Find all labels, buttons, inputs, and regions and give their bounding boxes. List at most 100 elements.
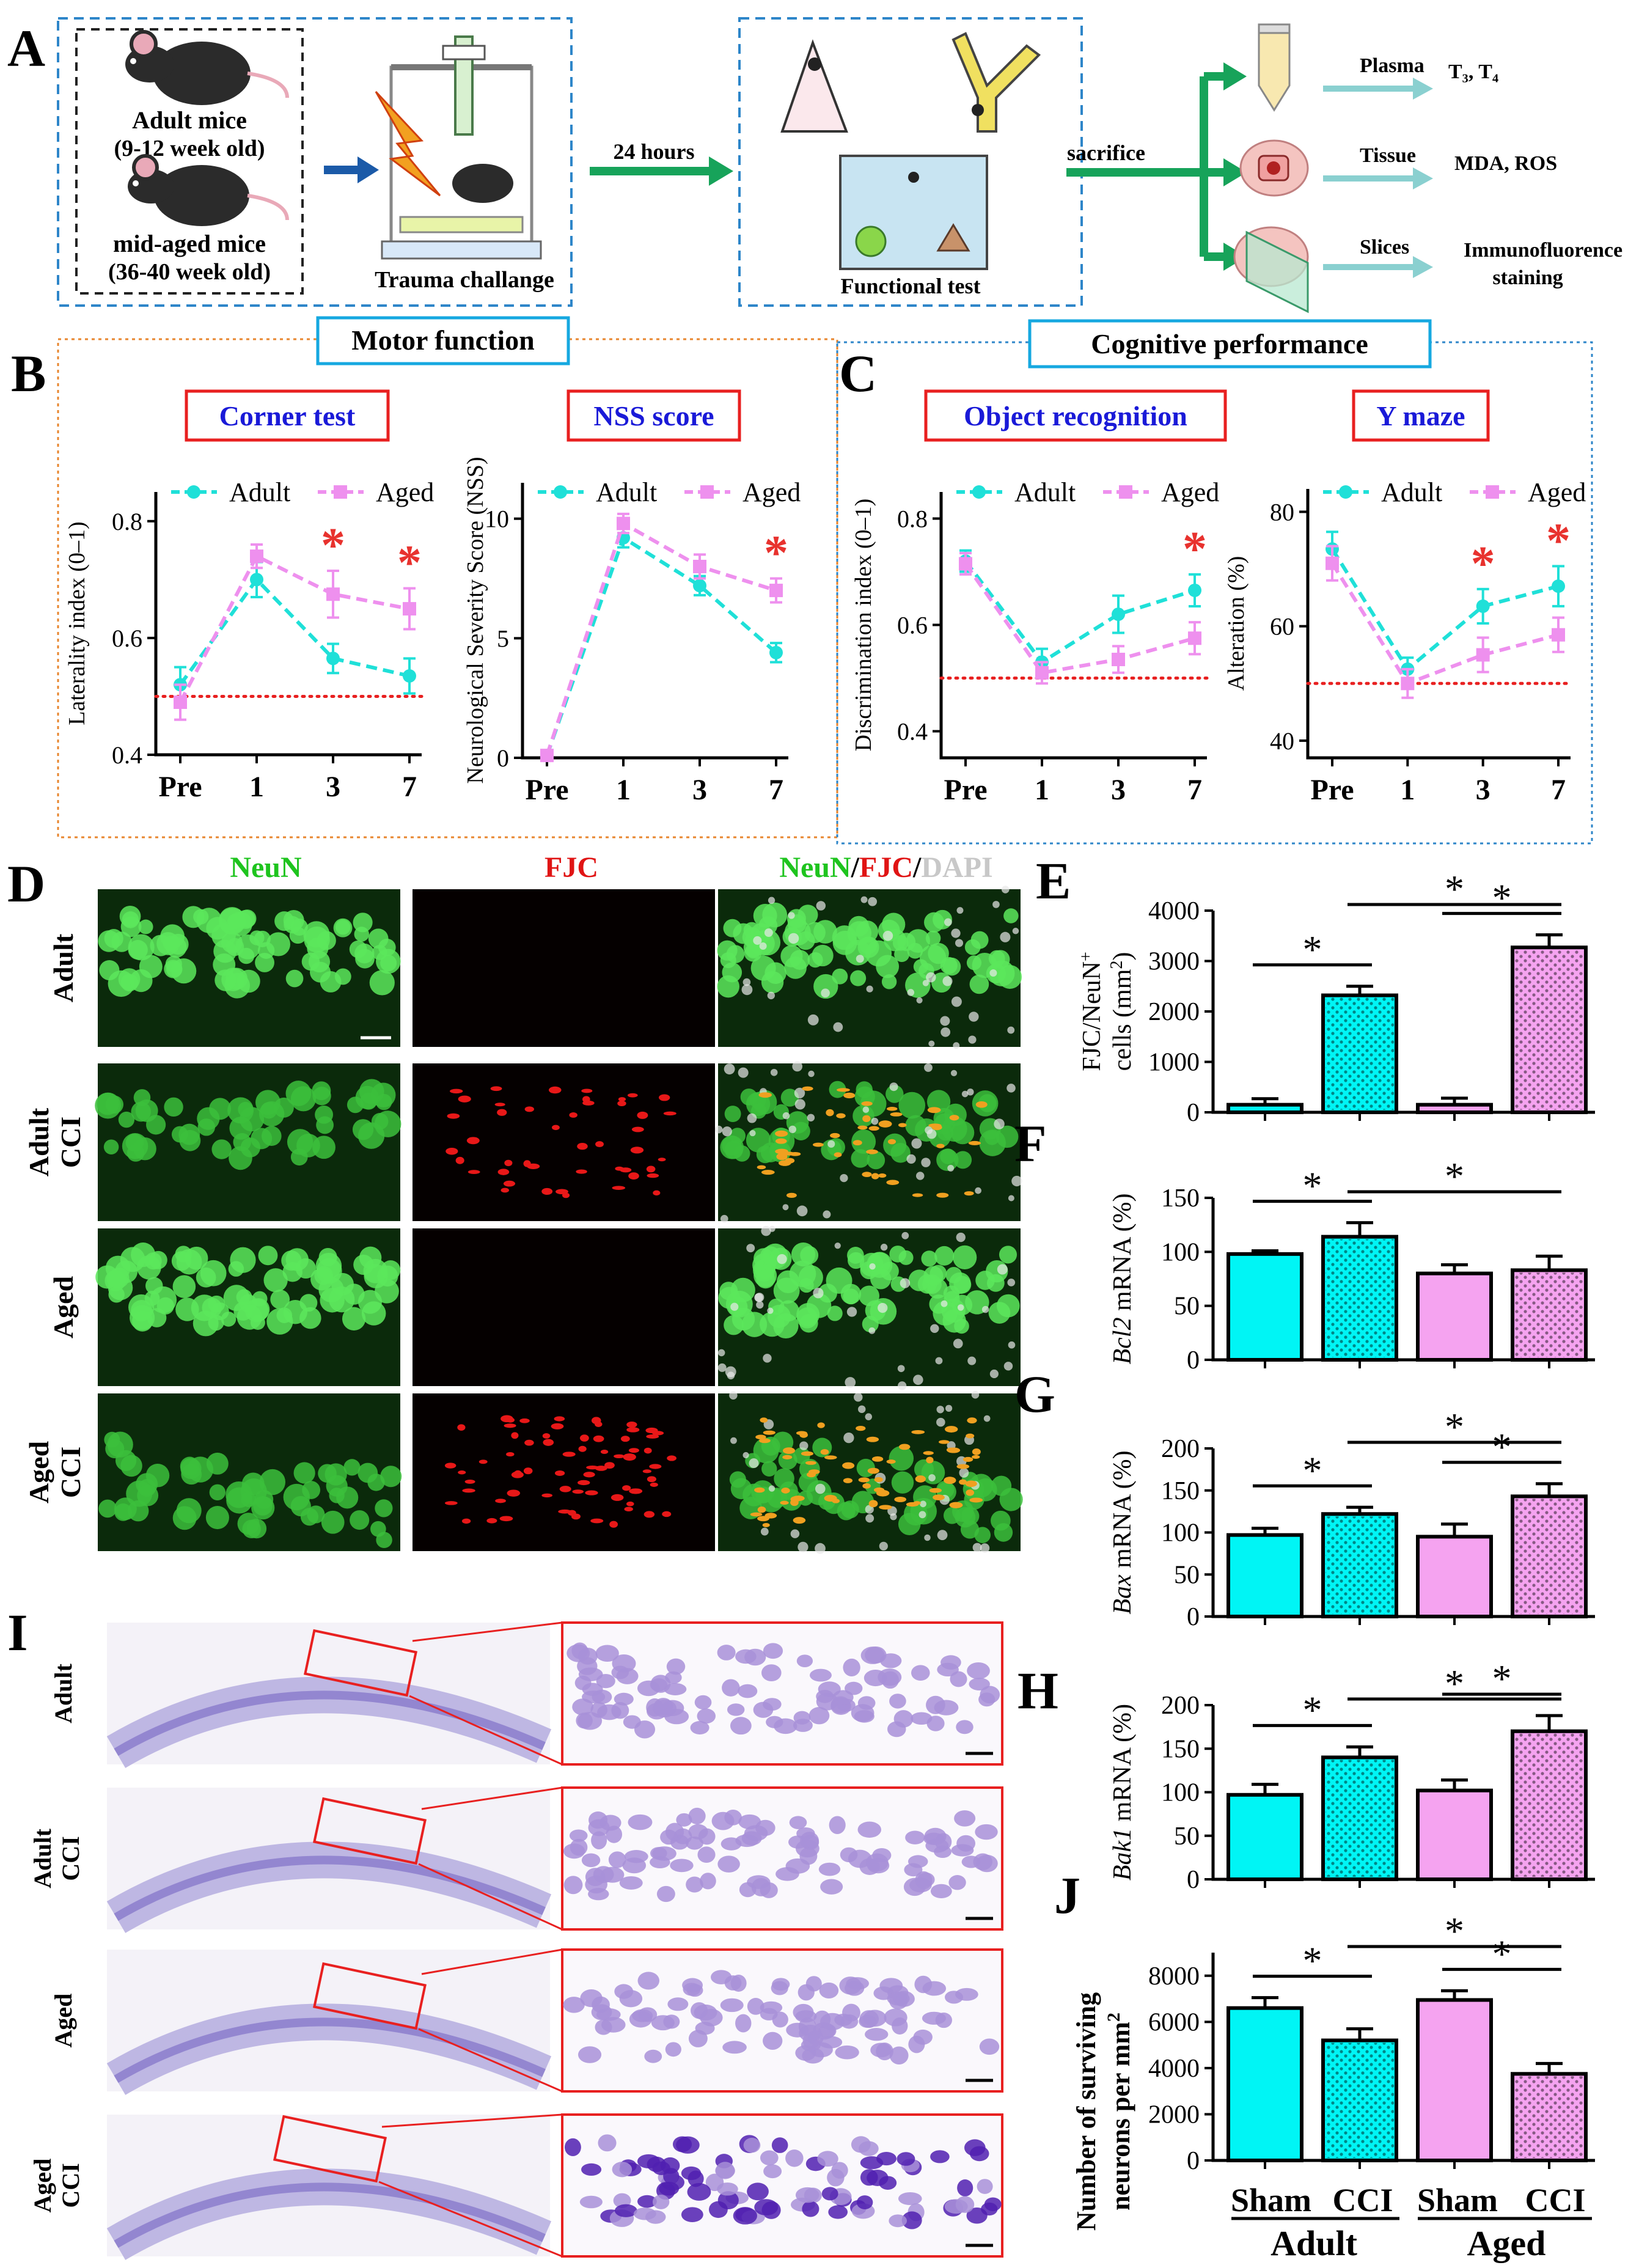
bar-0 xyxy=(1226,2006,1304,2163)
nissl-cell xyxy=(614,2204,637,2217)
nissl-cell xyxy=(969,1678,990,1691)
fjc-cell xyxy=(750,1512,763,1517)
label-line2: cells (mm xyxy=(1109,969,1137,1071)
fjc-cell xyxy=(490,1086,502,1092)
fjc-cell xyxy=(503,1180,516,1187)
micrograph-d-r3-c3 xyxy=(717,1225,1021,1390)
neuron xyxy=(263,1268,288,1293)
dapi-nucleus xyxy=(953,1338,963,1349)
neuron xyxy=(290,919,308,936)
neuron xyxy=(228,1261,244,1277)
y-tick-label: 10 xyxy=(485,505,509,533)
dapi-nucleus xyxy=(738,1067,749,1078)
neuron xyxy=(826,1267,853,1294)
neuron xyxy=(369,970,395,996)
data-point-adult xyxy=(693,579,706,593)
row-label-line2: CCI xyxy=(57,1836,84,1881)
fjc-cell xyxy=(543,1439,554,1446)
nissl-cell xyxy=(950,1671,967,1687)
bar-pattern xyxy=(1326,1239,1394,1357)
fjc-cell xyxy=(956,1464,970,1469)
neuron xyxy=(127,1144,145,1162)
fjc-cell xyxy=(630,1147,644,1154)
midaged-mice-age: (36-40 week old) xyxy=(108,259,271,285)
panel-f-letter: F xyxy=(1014,1114,1047,1173)
nissl-cell xyxy=(744,1648,766,1666)
fjc-cell xyxy=(446,1148,458,1155)
fjc-cell xyxy=(572,1489,584,1494)
fjc-cell xyxy=(824,1494,837,1502)
dapi-nucleus xyxy=(860,896,868,903)
legend-label-aged: Aged xyxy=(376,477,434,507)
nissl-zoom-4 xyxy=(561,2113,1003,2258)
neuron xyxy=(791,1121,810,1140)
data-point-adult xyxy=(326,651,340,666)
nissl-row-label: AdultCCI xyxy=(29,1828,84,1888)
merge-fjc: FJC xyxy=(859,851,913,884)
legend-label-adult: Adult xyxy=(1014,477,1076,507)
data-point-adult xyxy=(1188,583,1201,597)
cognitive-title: Cognitive performance xyxy=(1091,328,1368,359)
fjc-cell xyxy=(867,1467,879,1474)
cognitive-title-box xyxy=(1028,319,1432,369)
fjc-cell xyxy=(759,1438,771,1444)
neuron xyxy=(953,1275,972,1294)
nissl-cell xyxy=(978,1692,996,1707)
chart-axes xyxy=(1306,489,1571,760)
merge-sep-2: / xyxy=(912,851,922,884)
fjc-cell xyxy=(754,1487,765,1493)
fjc-cell xyxy=(866,1436,879,1442)
nissl-cell xyxy=(697,1846,716,1863)
neuron xyxy=(889,1446,914,1471)
micrograph-d-r1-c1 xyxy=(98,889,401,1047)
significance-star: * xyxy=(1182,523,1207,576)
dapi-nucleus xyxy=(942,976,953,986)
nissl-cell xyxy=(843,1658,860,1676)
micro-row-label: Adult xyxy=(48,933,79,1002)
nissl-cell xyxy=(656,1885,675,1903)
neuron xyxy=(891,1471,914,1494)
nissl-overview-3 xyxy=(106,1948,563,2095)
significance-star: * xyxy=(1303,1164,1322,1208)
legend-label-aged: Aged xyxy=(1161,477,1219,507)
fjc-cell xyxy=(511,1471,524,1478)
data-point-adult xyxy=(1552,579,1565,593)
nissl-cell xyxy=(774,1718,798,1734)
neuron xyxy=(886,1085,904,1103)
dapi-nucleus xyxy=(813,1288,824,1299)
data-point-aged xyxy=(693,559,706,573)
neuron xyxy=(928,942,949,964)
dapi-nucleus xyxy=(788,912,795,919)
sacrifice-label: sacrifice xyxy=(1067,141,1145,165)
neuron xyxy=(255,953,274,972)
y-axis-label: FJC/NeuN+ cells (mm2) xyxy=(1077,952,1137,1071)
fjc-cell xyxy=(871,1173,879,1180)
error-bar xyxy=(1536,933,1563,948)
nissl-overview-4 xyxy=(106,2113,563,2260)
significance-star: * xyxy=(1303,928,1322,971)
y-tick-label: 4000 xyxy=(1148,897,1200,925)
fjc-cell xyxy=(868,1500,878,1508)
dapi-nucleus xyxy=(944,918,952,927)
bar-2 xyxy=(1416,1271,1493,1362)
nissl-cell xyxy=(786,2022,809,2038)
fjc-cell xyxy=(868,1126,879,1131)
micrograph-d-r2-c1 xyxy=(95,1063,402,1221)
nissl-row-label: AgedCCI xyxy=(29,2159,84,2213)
panel-c-letter: C xyxy=(839,344,877,403)
dapi-nucleus xyxy=(922,980,930,986)
label-line1: FJC/NeuN xyxy=(1078,961,1106,1071)
dapi-nucleus xyxy=(790,1529,800,1538)
fjc-cell xyxy=(578,1445,587,1452)
legend-marker-adult xyxy=(187,485,200,499)
x-tick-label: Pre xyxy=(944,774,987,806)
nissl-cell xyxy=(698,1828,716,1845)
neuron xyxy=(355,949,375,969)
y-tick-label: 0 xyxy=(1187,1099,1200,1127)
nissl-cell xyxy=(591,2004,612,2020)
nissl-cell xyxy=(743,2137,761,2153)
data-point-aged xyxy=(326,587,340,601)
fjc-cell xyxy=(593,1435,604,1442)
series-line-adult xyxy=(1330,548,1559,672)
nissl-cell xyxy=(865,2028,889,2041)
